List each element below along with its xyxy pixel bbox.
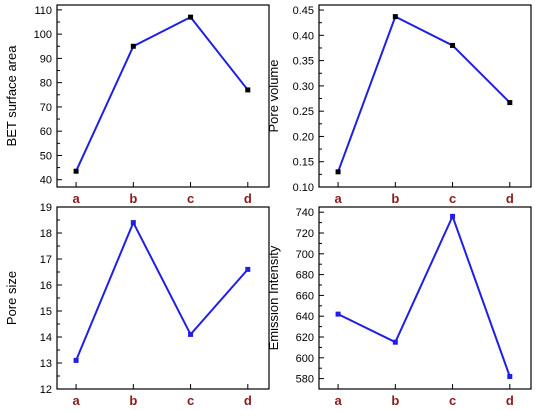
y-tick-label: 0.30	[293, 81, 314, 93]
y-tick-label: 680	[296, 270, 314, 282]
x-category-label: a	[334, 191, 342, 206]
data-point	[450, 42, 456, 48]
y-tick-label: 110	[34, 5, 52, 17]
x-category-label: b	[391, 393, 399, 408]
x-category-label: a	[334, 393, 342, 408]
y-tick-label: 0.25	[293, 106, 314, 118]
y-tick-label: 660	[296, 290, 314, 302]
y-tick-label: 0.10	[293, 182, 314, 194]
data-point	[73, 168, 79, 174]
y-axis-title: Pore size	[4, 271, 19, 325]
panel-pore-volume: 0.10 0.15 0.20 0.25 0.30 0.35 0.40 0.45 a b c d Pore…	[266, 4, 532, 206]
x-category-label: a	[72, 191, 80, 206]
series-line	[75, 220, 249, 361]
y-axis-title: Pore volume	[266, 60, 281, 133]
data-point	[392, 14, 398, 20]
y-tick-label: 70	[40, 102, 52, 114]
data-point	[335, 311, 341, 317]
data-point	[188, 14, 194, 20]
y-tick-label: 90	[40, 53, 52, 65]
data-point	[507, 374, 513, 380]
y-tick-label: 720	[296, 228, 314, 240]
y-tick-label: 60	[40, 126, 52, 138]
y-tick-label: 580	[296, 374, 314, 386]
series-line	[337, 15, 511, 173]
y-tick-label: 17	[40, 254, 52, 266]
y-tick-label: 40	[40, 175, 52, 187]
y-tick-label: 0.20	[293, 131, 314, 143]
plot-frame	[318, 4, 532, 188]
y-tick-label: 600	[296, 353, 314, 365]
y-tick-label: 0.40	[293, 30, 314, 42]
y-tick-label: 740	[296, 207, 314, 219]
x-category-label: c	[187, 393, 194, 408]
panel-pore-size: 12 13 14 15 16 17 18 19 a b c d Pore size	[4, 202, 270, 408]
x-category-label: b	[391, 191, 399, 206]
y-tick-label: 100	[34, 29, 52, 41]
x-category-label: b	[129, 393, 137, 408]
y-tick-label: 16	[40, 280, 52, 292]
plot-frame	[56, 206, 270, 390]
x-category-label: a	[72, 393, 80, 408]
series-line	[337, 213, 511, 377]
y-tick-label: 640	[296, 311, 314, 323]
plot-frame	[56, 4, 270, 188]
y-tick-label: 700	[296, 249, 314, 261]
x-category-label: d	[244, 393, 252, 408]
x-category-label: d	[506, 191, 514, 206]
y-axis-title: BET surface area	[4, 45, 19, 147]
panel-emission-intensity: 580 600 620 640 660 680 700 720 740 a b c d Emission …	[266, 206, 532, 408]
data-point	[130, 43, 136, 49]
panel-bet-surface-area: 40 50 60 70 80 90 100 110 a b c d BET surface area	[4, 4, 270, 206]
y-axis-title: Emission Intensity	[266, 245, 281, 350]
y-tick-label: 12	[40, 384, 52, 396]
data-point	[245, 87, 251, 93]
x-category-label: b	[129, 191, 137, 206]
y-tick-label: 13	[40, 358, 52, 370]
y-tick-label: 80	[40, 78, 52, 90]
x-category-label: d	[244, 191, 252, 206]
y-tick-label: 0.15	[293, 157, 314, 169]
data-point	[392, 339, 398, 345]
data-point	[130, 220, 136, 226]
x-category-label: c	[187, 191, 194, 206]
data-point	[450, 213, 456, 219]
y-tick-label: 620	[296, 332, 314, 344]
plot-frame	[318, 206, 532, 390]
y-tick-label: 14	[40, 332, 52, 344]
y-tick-label: 50	[40, 150, 52, 162]
data-point	[188, 331, 194, 337]
y-tick-label: 0.45	[293, 5, 314, 17]
y-tick-label: 19	[40, 202, 52, 214]
y-tick-label: 0.35	[293, 56, 314, 68]
data-point	[73, 357, 79, 363]
x-category-label: d	[506, 393, 514, 408]
y-tick-label: 18	[40, 228, 52, 240]
data-point	[335, 169, 341, 175]
x-category-label: c	[449, 393, 456, 408]
data-point	[245, 266, 251, 272]
x-category-label: c	[449, 191, 456, 206]
data-point	[507, 100, 513, 106]
y-tick-label: 15	[40, 306, 52, 318]
series-line	[75, 15, 249, 172]
